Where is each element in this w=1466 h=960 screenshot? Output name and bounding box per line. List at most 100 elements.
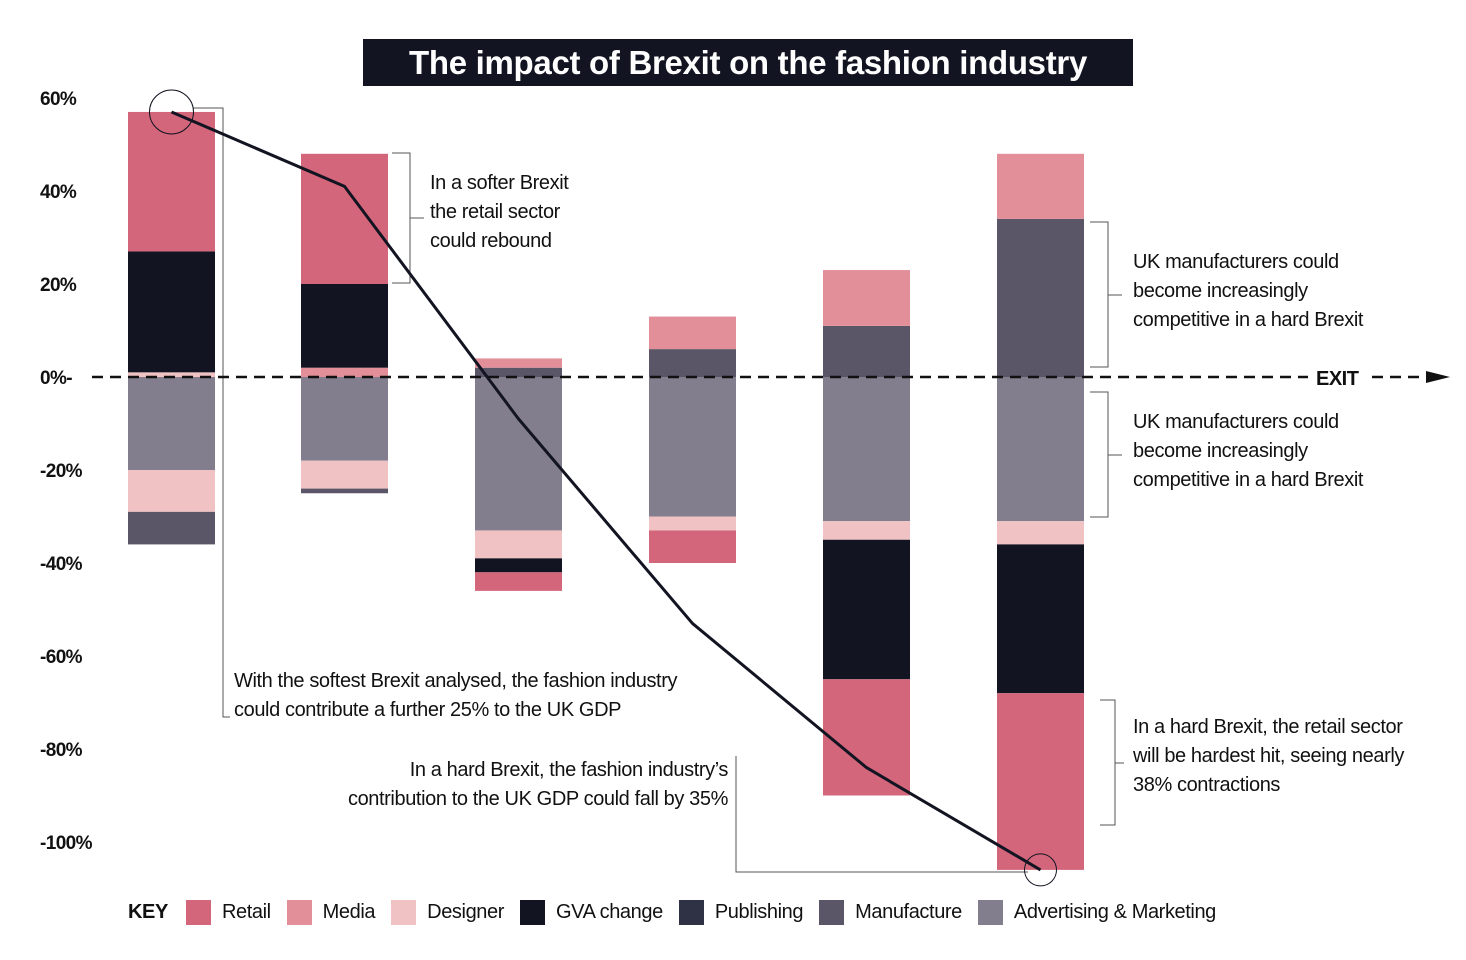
annotation-line: UK manufacturers could [1133,411,1339,433]
legend-swatch [819,899,845,925]
legend-item-media: Media [286,899,376,925]
bar-segment [823,521,910,540]
exit-arrow-icon [1426,371,1450,383]
bar-segment [475,572,562,591]
bar-segment [475,558,562,573]
bar-segment [301,377,388,461]
annotation-manufacturers-bottom: UK manufacturers could become increasing… [1133,408,1363,495]
legend-label: Retail [221,900,271,923]
y-tick-label: -40% [40,554,83,575]
y-axis-ticks: 60% 40% 20% 0%- -20% -40% -60% -80% -100% [40,89,93,854]
bar-segment [823,270,910,326]
legend: KEY Retail Media Designer GVA change Pub… [128,898,1232,926]
legend-swatch [977,899,1003,925]
annotation-line: With the softest Brexit analysed, the fa… [234,670,678,692]
legend-label: Media [322,900,376,923]
annotation-line: In a hard Brexit, the retail sector [1133,716,1403,738]
stacked-bars [128,111,1084,870]
bar-segment [128,470,215,512]
annotation-line: will be hardest hit, seeing nearly [1133,745,1404,767]
legend-item-advertising-marketing: Advertising & Marketing [977,899,1216,925]
bracket-softer-brexit [392,152,424,284]
bar-segment [301,488,388,494]
title-background [363,39,1133,86]
y-tick-label: -80% [40,740,83,761]
annotation-line: competitive in a hard Brexit [1133,309,1364,331]
y-tick-label: 40% [40,182,77,203]
legend-label: Publishing [714,900,804,923]
legend-swatch [520,899,545,925]
bar-segment [301,460,388,489]
legend-item-retail: Retail [185,899,271,925]
bar-segment [823,539,910,680]
trend-polyline [170,110,1042,872]
end-point-circle [1024,853,1057,887]
bar-segment [301,367,388,377]
annotation-hard-brexit-gdp: In a hard Brexit, the fashion industry’s… [300,756,728,814]
legend-swatch [286,899,312,925]
bar-segment [649,530,736,563]
annotation-line: contribution to the UK GDP could fall by… [347,788,728,810]
bar-segment [128,377,215,470]
annotation-line: In a softer Brexit [430,172,569,194]
annotation-line: In a hard Brexit, the fashion industry’s [409,759,729,781]
legend-label: Advertising & Marketing [1013,900,1216,923]
annotation-line: become increasingly [1133,440,1308,462]
legend-swatch [678,899,704,925]
legend-key-label: KEY [128,900,168,923]
bar-segment [823,325,910,377]
bar-segment [475,530,562,559]
bar-segment [997,521,1084,545]
bar-segment [823,679,910,796]
legend-swatch [185,899,211,925]
bar-segment [649,377,736,517]
y-tick-label: -60% [40,647,83,668]
legend-item-designer: Designer [391,899,504,925]
y-tick-label: 0%- [40,368,72,389]
bracket-softest-brexit [193,107,230,718]
bar-segment [997,377,1084,522]
bracket-hard-retail [1100,699,1124,826]
annotation-line: could contribute a further 25% to the UK… [234,699,622,721]
bar-segment [649,316,736,350]
legend-item-gva-change: GVA change [520,899,663,925]
legend-label: Designer [427,900,504,923]
bar-segment [997,693,1084,870]
bar-segment [128,511,215,545]
y-tick-label: 20% [40,275,77,296]
annotation-line: competitive in a hard Brexit [1133,469,1364,491]
legend-label: GVA change [556,900,663,923]
bar-segment [649,349,736,377]
legend-item-publishing: Publishing [678,899,804,925]
annotation-brackets [193,107,1124,873]
annotation-softer-brexit: In a softer Brexit the retail sector cou… [430,169,569,256]
annotation-line: 38% contractions [1133,774,1281,796]
exit-label: EXIT [1316,368,1359,390]
start-point-circle [149,89,194,135]
bar-segment [649,516,736,531]
bracket-manufacturers-top [1090,221,1122,368]
bar-segment [997,153,1084,219]
legend-item-manufacture: Manufacture [819,899,962,925]
annotation-manufacturers-top: UK manufacturers could become increasing… [1133,248,1363,335]
bracket-hard-gdp [735,756,1028,873]
zero-exit-line: EXIT [92,368,1450,390]
annotation-line: UK manufacturers could [1133,251,1339,273]
bar-segment [301,284,388,368]
bar-segment [475,367,562,377]
y-tick-label: -100% [40,833,93,854]
annotation-hard-brexit-retail: In a hard Brexit, the retail sector will… [1133,713,1404,800]
legend-label: Manufacture [855,900,962,923]
annotation-line: become increasingly [1133,280,1308,302]
bar-segment [475,358,562,368]
bar-segment [823,377,910,522]
annotation-line: the retail sector [430,201,560,223]
bar-segment [128,251,215,373]
legend-swatch [391,899,417,925]
bar-segment [128,111,215,252]
annotation-line: could rebound [430,230,552,252]
bar-segment [128,372,215,377]
trend-line [149,89,1057,887]
chart-title: The impact of Brexit on the fashion indu… [408,44,1088,81]
